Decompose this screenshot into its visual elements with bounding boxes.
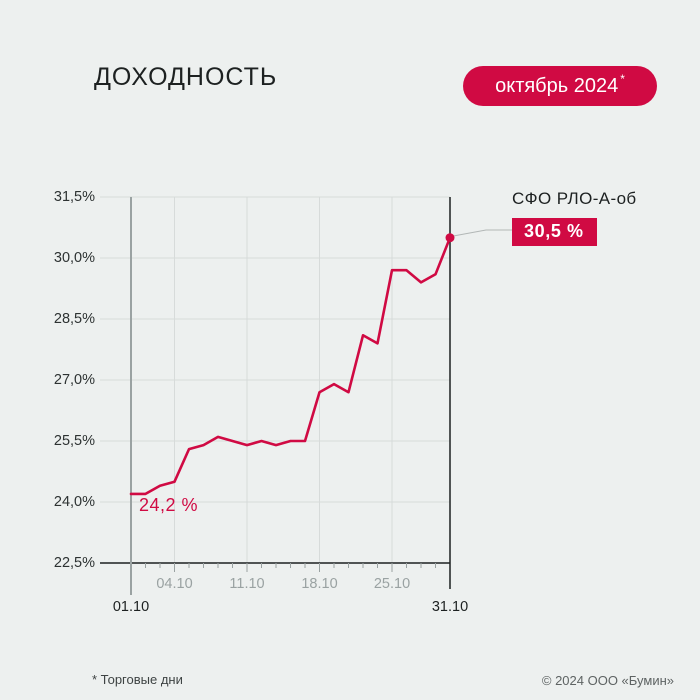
start-value-label: 24,2 % <box>139 495 199 515</box>
y-axis-tick-label: 31,5% <box>53 189 95 205</box>
y-axis-tick-label: 24,0% <box>53 494 95 510</box>
series-annotation: СФО РЛО-А-об 30,5 % <box>512 189 637 246</box>
period-badge: октябрь 2024 * <box>463 66 657 106</box>
period-badge-asterisk: * <box>620 72 625 86</box>
footnote: * Торговые дни <box>92 672 183 687</box>
x-axis-tick-label: 04.10 <box>156 576 193 592</box>
yield-series-line <box>129 236 452 496</box>
last-point-marker <box>445 233 455 243</box>
page-title: ДОХОДНОСТЬ <box>94 63 278 91</box>
period-badge-label: октябрь 2024 <box>495 74 619 97</box>
x-axis-tick-label: 25.10 <box>373 576 411 592</box>
x-axis-edge-label: 31.10 <box>431 599 469 615</box>
annotation-connector-line <box>451 229 512 237</box>
y-axis-tick-label: 30,0% <box>53 250 95 266</box>
x-axis-tick-label: 11.10 <box>229 576 265 592</box>
series-name-label: СФО РЛО-А-об <box>512 189 637 208</box>
copyright: © 2024 ООО «Бумин» <box>541 673 674 688</box>
y-axis-tick-label: 28,5% <box>53 311 95 327</box>
y-axis-tick-label: 25,5% <box>53 433 95 449</box>
x-axis-tick-label: 18.10 <box>301 576 338 592</box>
last-value-badge: 30,5 % <box>512 218 597 246</box>
x-axis-edge-label: 01.10 <box>112 599 150 615</box>
y-axis-tick-label: 22,5% <box>53 555 95 571</box>
y-axis-tick-label: 27,0% <box>53 372 95 388</box>
